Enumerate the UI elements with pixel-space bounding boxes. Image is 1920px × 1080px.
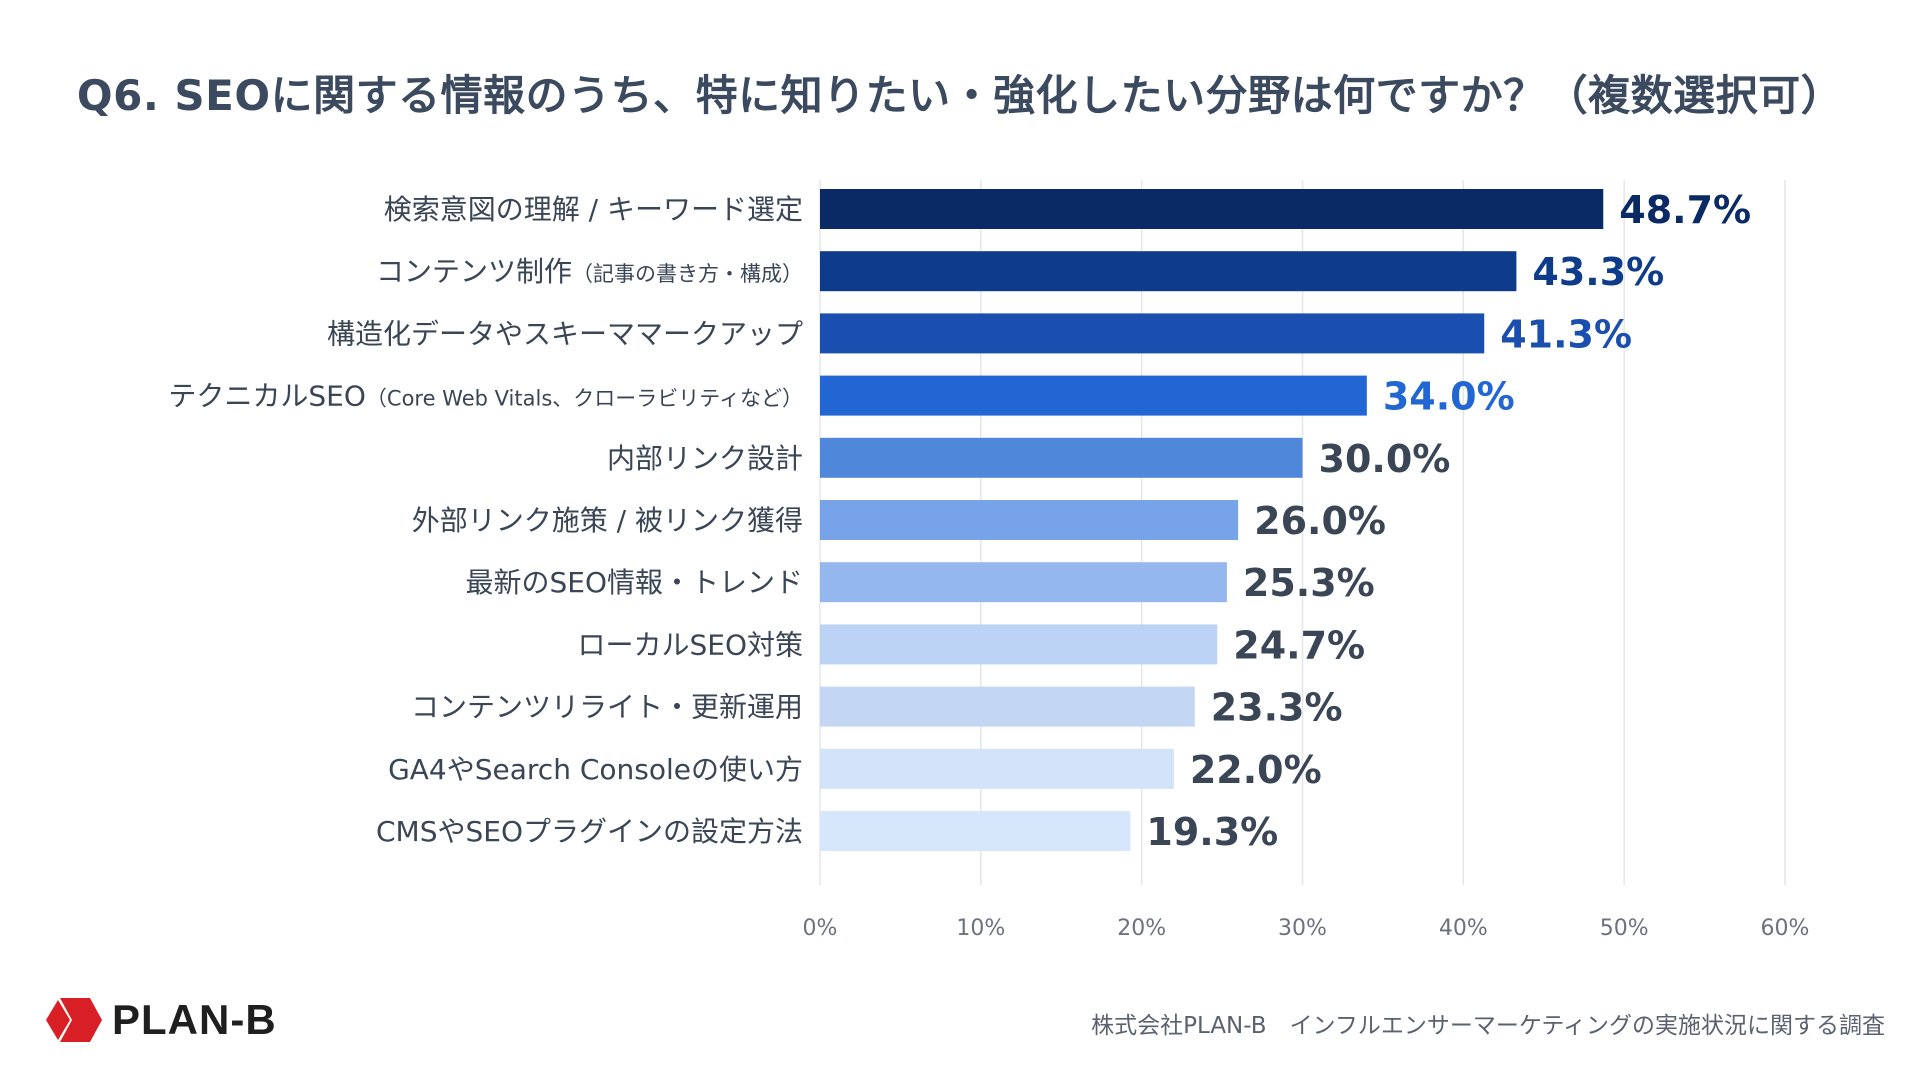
plan-b-logo-text: PLAN-B <box>112 996 277 1043</box>
plan-b-logo-icon <box>46 998 102 1042</box>
category-label: CMSやSEOプラグインの設定方法 <box>376 815 803 848</box>
category-label: 内部リンク設計 <box>607 442 803 475</box>
value-label: 34.0% <box>1383 375 1515 419</box>
value-label: 25.3% <box>1243 561 1375 605</box>
x-tick-label: 10% <box>956 916 1005 941</box>
category-label: 外部リンク施策 / 被リンク獲得 <box>412 504 803 537</box>
category-label: コンテンツ制作（記事の書き方・構成） <box>376 255 803 288</box>
bar <box>820 562 1227 603</box>
bar <box>820 251 1517 292</box>
x-tick-label: 0% <box>803 916 838 941</box>
x-tick-label: 50% <box>1600 916 1649 941</box>
bar <box>820 500 1239 540</box>
category-label: コンテンツリライト・更新運用 <box>411 691 803 724</box>
bar <box>820 748 1174 789</box>
plan-b-logo: PLAN-B <box>46 996 277 1043</box>
value-label: 48.7% <box>1619 188 1751 232</box>
bar <box>820 189 1604 229</box>
bar <box>820 437 1303 478</box>
category-label: ローカルSEO対策 <box>577 628 803 661</box>
value-label: 41.3% <box>1500 312 1632 356</box>
x-tick-label: 40% <box>1439 916 1488 941</box>
bar <box>820 624 1218 665</box>
value-label: 24.7% <box>1233 623 1365 667</box>
bar <box>820 375 1367 416</box>
bar <box>820 313 1485 354</box>
bar <box>820 686 1195 727</box>
category-label: テクニカルSEO（Core Web Vitals、クローラビリティなど） <box>168 380 803 413</box>
chart-title: Q6. SEOに関する情報のうち、特に知りたい・強化したい分野は何ですか？（複数… <box>76 71 1844 120</box>
source-note: 株式会社PLAN-B インフルエンサーマーケティングの実施状況に関する調査 <box>1091 1013 1885 1039</box>
value-label: 22.0% <box>1190 748 1322 792</box>
x-tick-label: 30% <box>1278 916 1327 941</box>
category-label: 最新のSEO情報・トレンド <box>465 566 803 599</box>
value-label: 23.3% <box>1211 686 1343 730</box>
category-label: GA4やSearch Consoleの使い方 <box>388 753 803 786</box>
x-tick-label: 60% <box>1761 916 1810 941</box>
bar <box>820 811 1131 851</box>
value-label: 26.0% <box>1254 499 1386 543</box>
value-label: 30.0% <box>1319 437 1451 481</box>
value-label: 43.3% <box>1532 250 1664 294</box>
category-label: 構造化データやスキーママークアップ <box>327 317 803 350</box>
value-label: 19.3% <box>1146 810 1278 854</box>
category-label: 検索意図の理解 / キーワード選定 <box>384 193 803 226</box>
x-tick-label: 20% <box>1117 916 1166 941</box>
